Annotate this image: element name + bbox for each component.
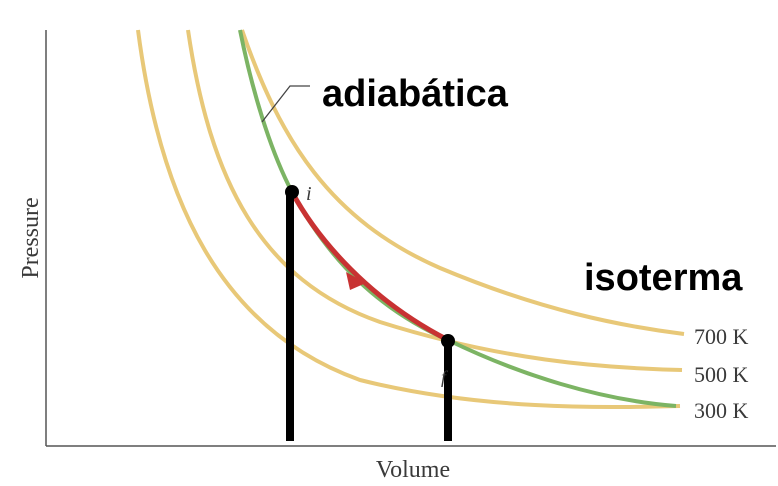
process-direction-arrow (346, 272, 366, 290)
initial-volume-marker (286, 192, 294, 441)
isotherm-label-300k: 300 K (694, 398, 749, 423)
adiabatic-curve (238, 29, 677, 408)
initial-state-label: i (306, 183, 312, 205)
process-curve (289, 190, 450, 343)
isotherm-curve-500k (186, 29, 683, 372)
isotherm-label-500k: 500 K (694, 362, 749, 387)
x-axis-label: Volume (376, 457, 450, 483)
final-volume-marker (444, 340, 452, 441)
initial-state-point (285, 185, 299, 199)
isotherm-curve-700k (240, 29, 685, 336)
adiabatic-annotation: adiabática (322, 73, 509, 115)
final-state-label: f (441, 367, 449, 387)
y-axis-label: Pressure (18, 197, 44, 278)
adiabatic-leader-line (261, 85, 310, 123)
final-state-point (441, 334, 455, 348)
isotherm-curve-300k (136, 29, 681, 409)
isotherm-label-700k: 700 K (694, 324, 749, 349)
isotherm-annotation: isoterma (584, 257, 743, 299)
